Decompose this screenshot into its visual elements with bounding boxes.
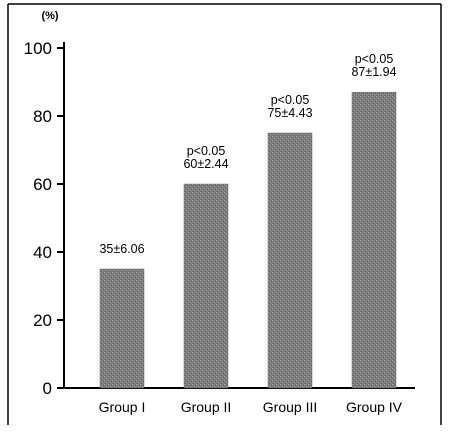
y-tick-label: 80 xyxy=(33,107,52,126)
bar-annotation: p<0.05 xyxy=(271,93,310,107)
bar xyxy=(99,268,145,389)
bar xyxy=(351,91,397,389)
category-label: Group IV xyxy=(346,399,403,415)
bar-annotation: 60±2.44 xyxy=(183,157,228,171)
category-label: Group II xyxy=(181,399,232,415)
bar-annotation: 75±4.43 xyxy=(267,106,312,120)
bar-annotation: 35±6.06 xyxy=(99,242,144,256)
bar xyxy=(183,183,229,389)
y-tick-label: 100 xyxy=(24,39,52,58)
y-tick-label: 40 xyxy=(33,243,52,262)
bar xyxy=(267,132,313,389)
bars xyxy=(99,91,397,389)
bar-annotation: p<0.05 xyxy=(355,52,394,66)
y-ticks: 0 20 40 60 80 100 xyxy=(24,39,64,398)
y-tick-label: 0 xyxy=(43,379,52,398)
bar-annotation: p<0.05 xyxy=(187,144,226,158)
category-labels: Group I Group II Group III Group IV xyxy=(99,399,403,415)
category-label: Group III xyxy=(263,399,317,415)
y-tick-label: 60 xyxy=(33,175,52,194)
bar-annotation: 87±1.94 xyxy=(351,65,396,79)
category-label: Group I xyxy=(99,399,146,415)
y-tick-label: 20 xyxy=(33,311,52,330)
bar-labels: 35±6.06p<0.0560±2.44p<0.0575±4.43p<0.058… xyxy=(99,52,396,256)
y-unit-label: (%) xyxy=(41,10,58,22)
